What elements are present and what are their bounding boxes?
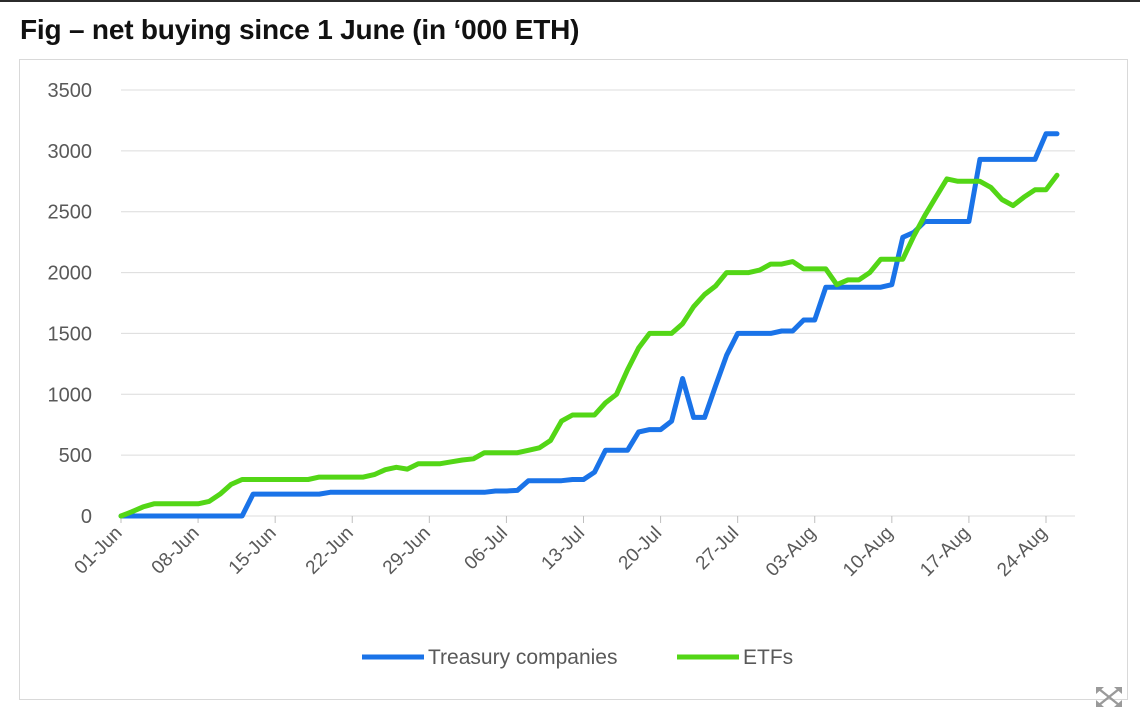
x-tick-label: 29-Jun	[379, 523, 435, 579]
y-tick-label: 0	[81, 506, 92, 528]
legend-label-etfs: ETFs	[743, 646, 793, 669]
expand-icon[interactable]	[1094, 686, 1124, 708]
x-tick-label: 17-Aug	[916, 523, 974, 581]
y-tick-label: 1000	[48, 384, 93, 406]
top-border	[0, 0, 1140, 2]
x-tick-label: 10-Aug	[839, 523, 897, 581]
x-tick-label: 15-Jun	[225, 523, 281, 579]
x-tick-label: 22-Jun	[302, 523, 358, 579]
x-tick-label: 27-Jul	[692, 523, 743, 574]
legend-label-treasury-companies: Treasury companies	[428, 646, 617, 669]
x-tick-label: 06-Jul	[461, 523, 512, 574]
x-tick-label: 08-Jun	[148, 523, 204, 579]
line-chart: 0 500 1000 1500 2000 2500 3000 3500 01-Jun 08-Jun…	[48, 80, 1075, 669]
y-tick-label: 2000	[48, 263, 93, 285]
y-tick-label: 2500	[48, 202, 93, 224]
y-tick-label: 1500	[48, 323, 93, 345]
x-tick-label: 03-Aug	[762, 523, 820, 581]
x-tick-label: 24-Aug	[993, 523, 1051, 581]
x-tick-label: 20-Jul	[615, 523, 666, 574]
y-tick-label: 3000	[48, 141, 93, 163]
x-tick-label: 01-Jun	[71, 523, 127, 579]
chart-frame: 0 500 1000 1500 2000 2500 3000 3500 01-Jun 08-Jun…	[19, 59, 1128, 700]
y-tick-label: 3500	[48, 80, 93, 102]
x-tick-label: 13-Jul	[538, 523, 589, 574]
figure-title: Fig – net buying since 1 June (in ‘000 E…	[20, 14, 580, 45]
series-line-treasury-companies	[118, 131, 1060, 519]
series-line-etfs	[118, 172, 1060, 519]
y-tick-label: 500	[59, 445, 92, 467]
